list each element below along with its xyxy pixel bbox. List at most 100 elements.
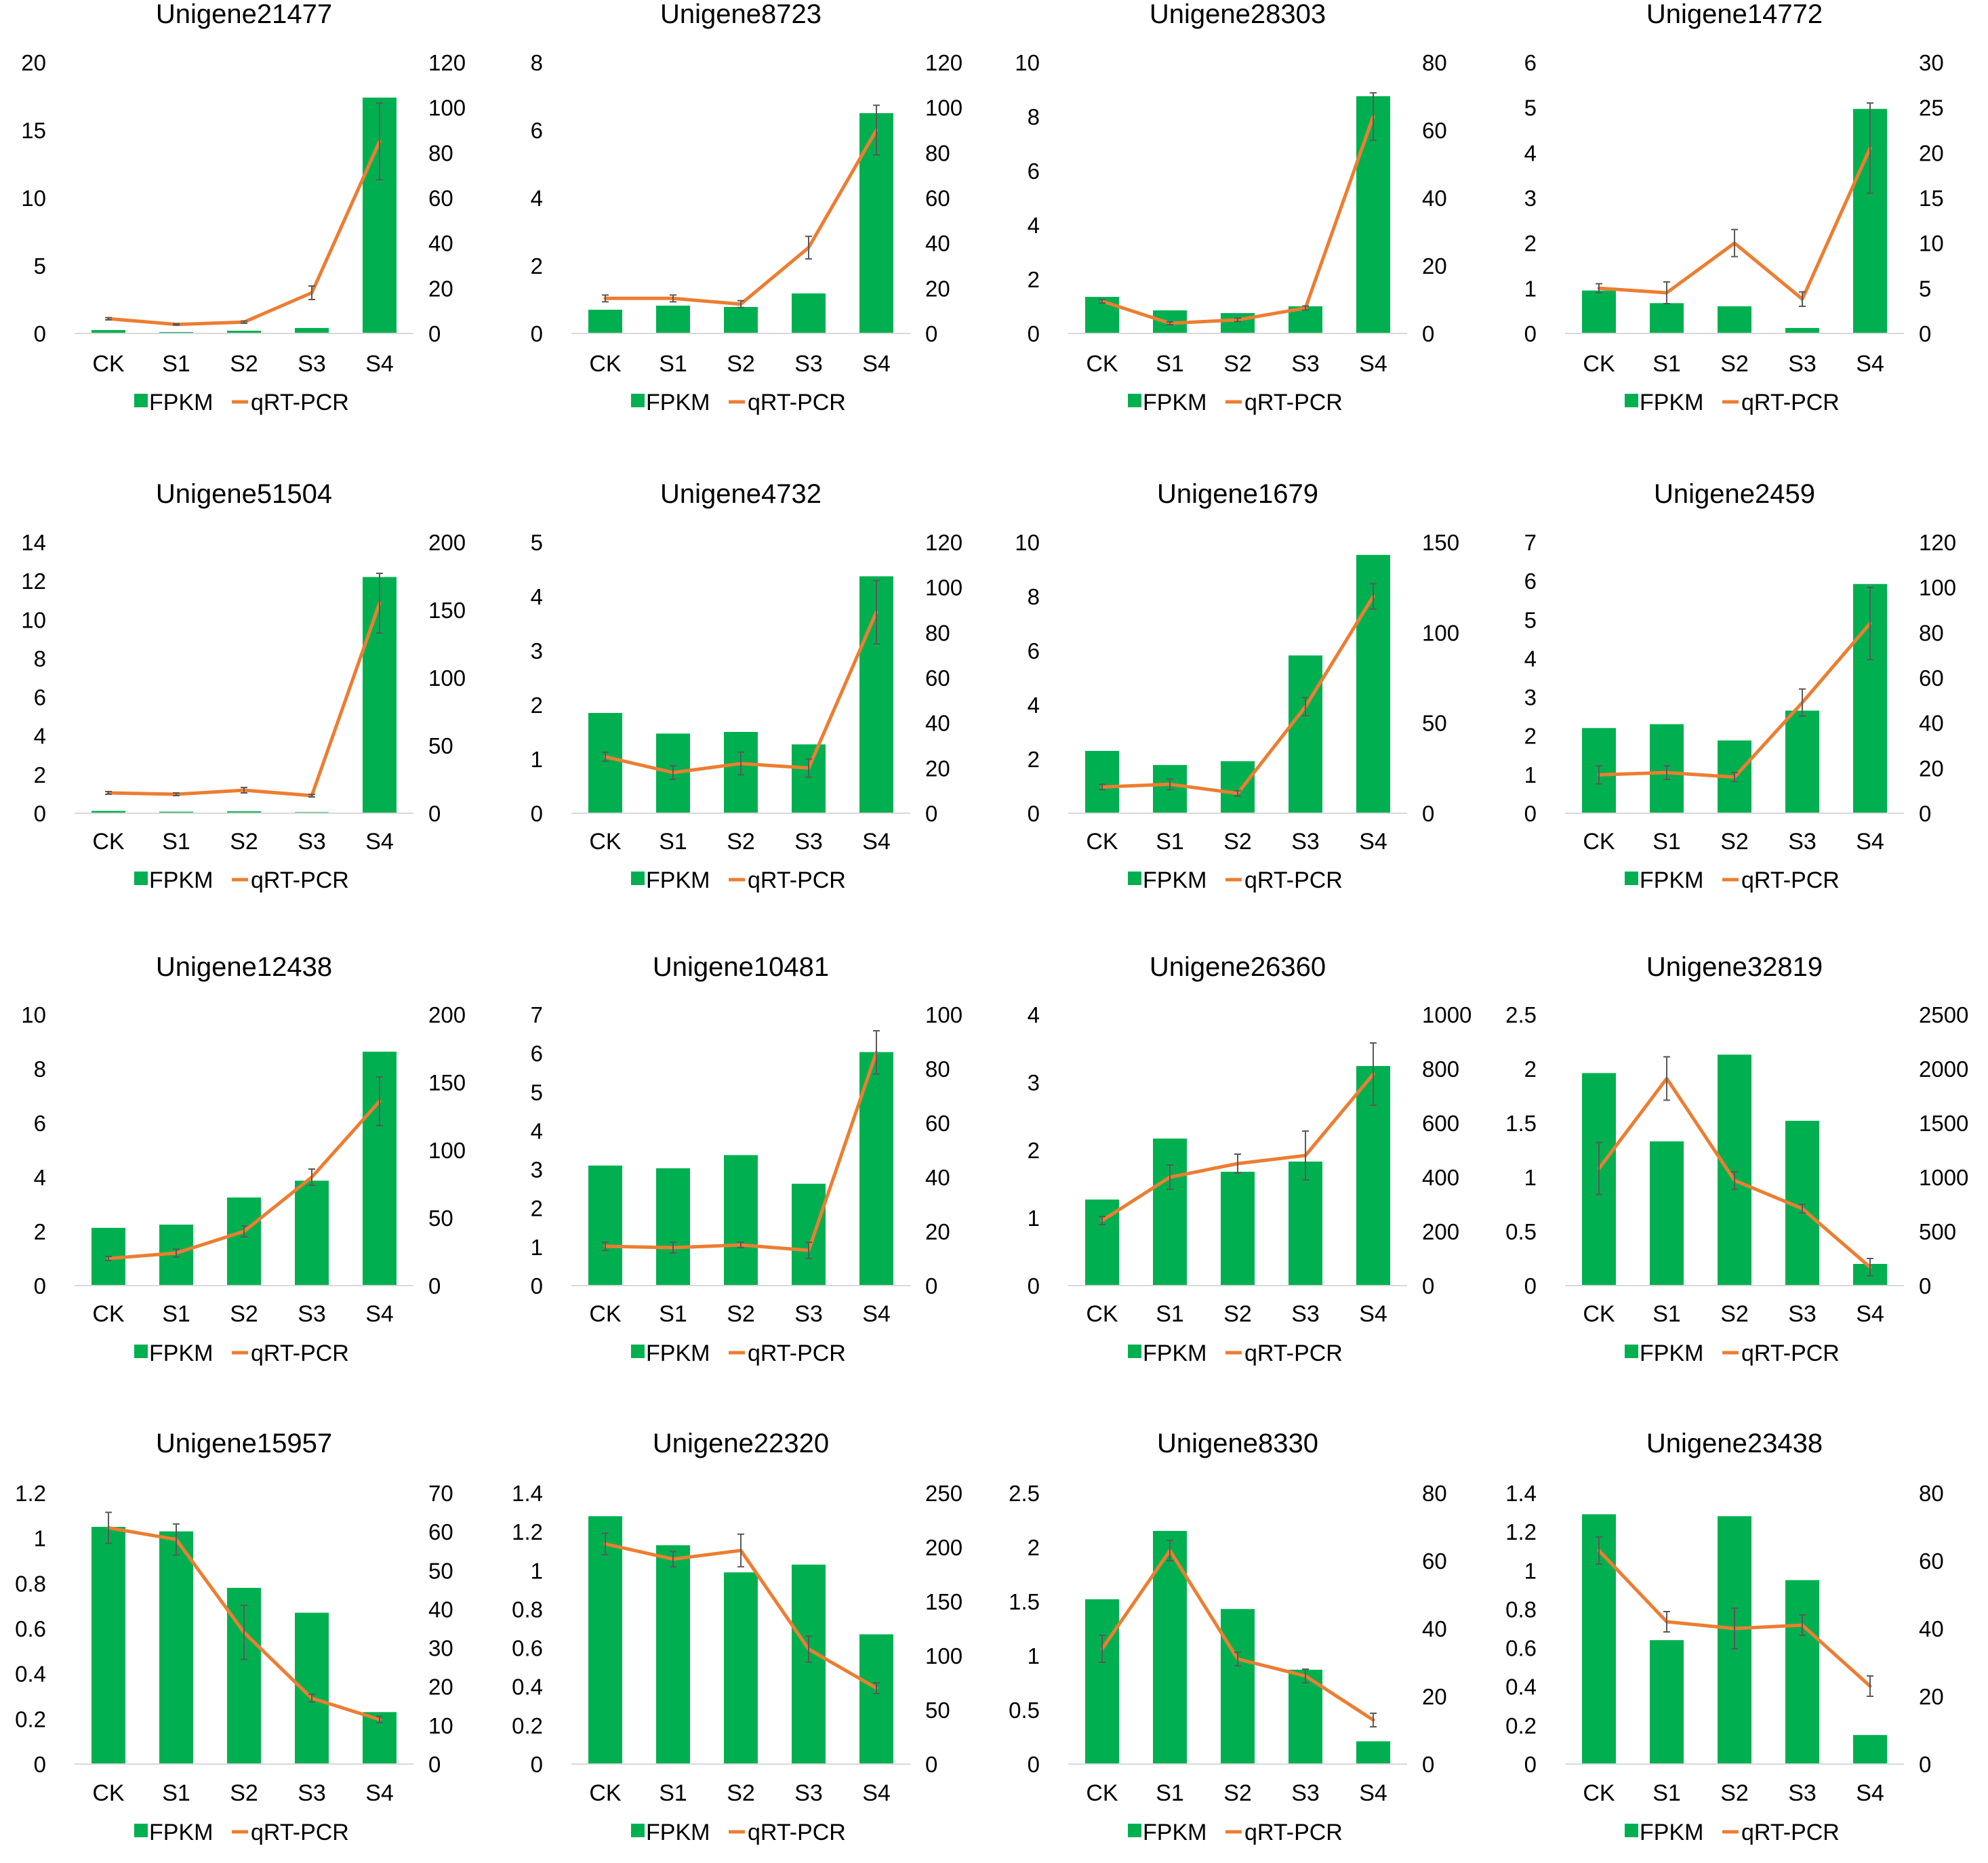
category-label: S2: [1720, 1780, 1749, 1806]
category-label: CK: [589, 351, 622, 377]
left-axis-tick-label: 6: [34, 685, 46, 710]
qrtpcr-line: [1100, 115, 1375, 325]
right-axis-tick-label: 0: [428, 321, 441, 346]
left-axis-tick-label: 2: [531, 253, 543, 279]
left-axis-tick-label: 1: [1524, 1558, 1537, 1583]
left-axis-tick-label: 4: [531, 186, 543, 211]
left-axis-tick-label: 1: [1524, 762, 1537, 787]
category-label: S3: [298, 351, 326, 377]
right-axis-tick-label: 25: [1919, 96, 1944, 121]
left-axis-tick-label: 8: [34, 646, 46, 671]
chart-title: Unigene51504: [156, 479, 332, 509]
category-label: CK: [1583, 1301, 1615, 1327]
left-axis-tick-label: 1.2: [15, 1481, 46, 1506]
left-axis-tick-label: 4: [1028, 693, 1040, 718]
left-axis-tick-label: 0: [531, 1752, 543, 1777]
chart-title: Unigene32819: [1646, 952, 1823, 982]
chart-panel: Unigene8330 0 0.5 1 1.5 2 2.5 0 20 40 60 80 CK S1 S2 S3…: [1009, 1429, 1447, 1845]
right-axis-tick-label: 100: [925, 1002, 962, 1027]
right-axis-tick-label: 150: [428, 598, 466, 623]
category-label: S4: [365, 829, 394, 855]
left-axis-tick-label: 0: [1524, 1752, 1537, 1777]
qrtpcr-line: [106, 140, 382, 327]
category-label: S4: [862, 351, 891, 377]
fpkm-bar: [1221, 761, 1255, 813]
category-label: CK: [589, 829, 622, 855]
right-axis-tick-label: 0: [428, 1752, 441, 1777]
left-axis-tick-label: 7: [1524, 530, 1537, 555]
right-axis-tick-label: 100: [428, 666, 466, 691]
chart-panel: Unigene10481 0 1 2 3 4 5 6 7 0 20 40 60 80 100 CK S1 S2 S3…: [531, 952, 962, 1366]
right-axis-tick-label: 60: [925, 1111, 950, 1136]
legend-qrtpcr-label: qRT-PCR: [748, 1340, 846, 1366]
legend-qrtpcr-label: qRT-PCR: [1244, 1340, 1343, 1366]
category-label: S1: [659, 1780, 687, 1806]
left-axis-tick-label: 8: [1028, 584, 1040, 609]
category-label: CK: [92, 1301, 125, 1327]
legend-fpkm-swatch: [631, 1824, 645, 1837]
category-label: CK: [589, 1780, 622, 1806]
legend-qrtpcr-label: qRT-PCR: [251, 867, 349, 893]
category-label: S3: [1788, 351, 1817, 377]
right-axis-tick-label: 80: [925, 140, 950, 165]
category-label: S3: [1291, 351, 1320, 377]
category-label: S4: [1856, 829, 1884, 855]
fpkm-bar: [1718, 306, 1751, 333]
left-axis-tick-label: 0: [1524, 801, 1537, 826]
left-axis-tick-label: 8: [34, 1057, 46, 1082]
right-axis-tick-label: 0: [1422, 1273, 1434, 1298]
right-axis-tick-label: 20: [925, 276, 950, 301]
right-axis-tick-label: 0: [1422, 321, 1434, 346]
chart-title: Unigene8723: [660, 0, 821, 29]
left-axis-tick-label: 4: [34, 724, 46, 749]
fpkm-bar: [1221, 1609, 1255, 1764]
left-axis-tick-label: 2: [1524, 724, 1537, 749]
category-label: CK: [92, 1780, 125, 1806]
chart-panel: Unigene32819 0 0.5 1 1.5 2 2.5 0 500 1000 1500 2000…: [1505, 952, 1968, 1366]
category-label: S2: [727, 351, 755, 377]
left-axis-tick-label: 1.4: [512, 1481, 543, 1506]
category-label: S3: [1788, 829, 1817, 855]
right-axis-tick-label: 0: [925, 1752, 937, 1777]
left-axis-tick-label: 0.2: [15, 1706, 46, 1732]
legend-qrtpcr-label: qRT-PCR: [1741, 1820, 1840, 1845]
category-label: S3: [298, 1780, 326, 1806]
chart-title: Unigene8330: [1157, 1429, 1318, 1458]
legend-qrtpcr-label: qRT-PCR: [251, 1340, 349, 1366]
legend-fpkm-label: FPKM: [1640, 867, 1703, 893]
category-label: S4: [862, 1301, 891, 1327]
fpkm-bar: [1085, 1599, 1119, 1764]
category-label: S1: [162, 1780, 190, 1806]
fpkm-bar: [1582, 290, 1616, 333]
legend-qrtpcr-label: qRT-PCR: [1741, 390, 1840, 415]
right-axis-tick-label: 30: [1919, 50, 1944, 75]
left-axis-tick-label: 15: [21, 118, 46, 143]
chart-title: Unigene15957: [156, 1429, 332, 1458]
left-axis-tick-label: 5: [34, 253, 46, 279]
legend-fpkm-label: FPKM: [1640, 1820, 1703, 1845]
category-label: S1: [1652, 1780, 1681, 1806]
legend-fpkm-swatch: [1625, 1345, 1638, 1358]
left-axis-tick-label: 2: [34, 1219, 46, 1244]
fpkm-bar: [1785, 1580, 1819, 1764]
left-axis-tick-label: 2: [531, 1196, 543, 1221]
category-label: S3: [1291, 1301, 1320, 1327]
category-label: S1: [659, 1301, 687, 1327]
left-axis-tick-label: 0.8: [15, 1571, 46, 1596]
left-axis-tick-label: 4: [34, 1165, 46, 1190]
category-label: CK: [92, 351, 125, 377]
category-label: S4: [1359, 829, 1387, 855]
left-axis-tick-label: 12: [21, 569, 46, 594]
right-axis-tick-label: 200: [925, 1535, 962, 1560]
left-axis-tick-label: 1: [1028, 1643, 1040, 1668]
right-axis-tick-label: 40: [428, 231, 453, 256]
fpkm-bar: [1085, 751, 1119, 813]
category-label: CK: [92, 829, 125, 855]
left-axis-tick-label: 4: [531, 584, 543, 609]
fpkm-bar: [1785, 710, 1819, 813]
left-axis-tick-label: 10: [21, 186, 46, 211]
left-axis-tick-label: 0.2: [1505, 1713, 1537, 1738]
right-axis-tick-label: 40: [925, 711, 950, 736]
right-axis-tick-label: 120: [428, 50, 466, 75]
